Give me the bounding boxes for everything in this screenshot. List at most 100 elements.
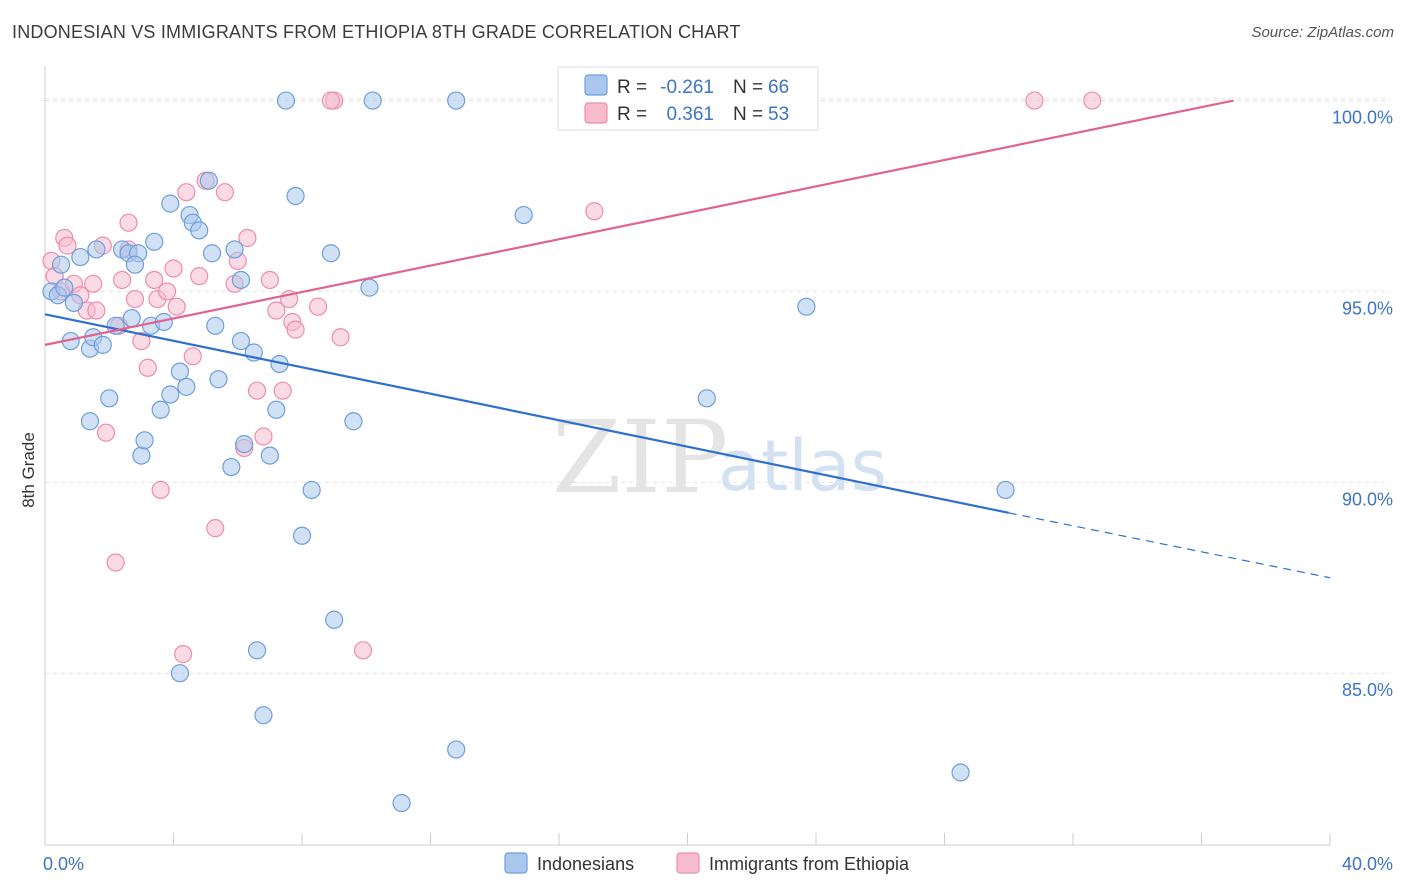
legend: R = -0.261 N = 66 R = 0.361 N = 53 [557, 66, 819, 131]
ethiopia-point-19 [145, 270, 164, 290]
ethiopia-point-35 [238, 228, 257, 248]
ethiopia-point-44 [308, 297, 328, 316]
indonesians-point-61 [247, 641, 267, 660]
ethiopia-point-49 [1025, 91, 1044, 110]
watermark-atlas: atlas [718, 425, 887, 507]
indonesians-point-36 [231, 331, 251, 351]
ethiopia-point-12 [106, 553, 125, 572]
legend-r-label-1: R = [617, 104, 647, 125]
indonesians-point-57 [996, 480, 1015, 500]
y-tick-labels: 85.0% 90.0% 95.0% 100.0% [1332, 108, 1393, 701]
indonesians-point-59 [447, 91, 466, 110]
indonesians-point-64 [125, 255, 145, 274]
chart-title: INDONESIAN VS IMMIGRANTS FROM ETHIOPIA 8… [12, 22, 741, 42]
x-tick-max: 40.0% [1342, 854, 1393, 874]
indonesians-point-17 [132, 446, 151, 465]
bottom-legend-swatch-indonesians [504, 852, 528, 874]
bottom-legend-label-indonesians: Indonesians [537, 854, 634, 874]
gridlines [45, 98, 1390, 674]
indonesians-point-47 [321, 244, 341, 263]
indonesians-point-63 [80, 412, 100, 431]
ethiopia-point-16 [125, 289, 145, 309]
indonesians-point-49 [344, 412, 363, 431]
indonesians-point-40 [260, 446, 279, 465]
ethiopia-point-43 [286, 320, 305, 339]
indonesians-point-46 [302, 480, 321, 500]
indonesians-point-35 [231, 270, 251, 290]
ethiopia-point-22 [157, 282, 177, 301]
ethiopia-point-24 [167, 297, 186, 316]
indonesians-point-9 [87, 240, 106, 259]
ethiopia-point-27 [183, 347, 202, 366]
indonesians-point-33 [209, 370, 228, 389]
watermark: ZIP atlas [552, 399, 887, 516]
legend-r-label-0: R = [617, 77, 647, 98]
indonesians-point-11 [100, 389, 119, 408]
x-tick-min: 0.0% [43, 854, 84, 874]
y-tick-95: 95.0% [1342, 298, 1393, 318]
ethiopia-point-17 [132, 331, 151, 351]
indonesians-point-41 [267, 400, 286, 419]
indonesians-point-37 [235, 435, 254, 454]
legend-n-label-1: N = [733, 104, 763, 125]
indonesians-point-31 [202, 244, 222, 263]
ethiopia-point-40 [273, 381, 292, 400]
indonesians-point-56 [951, 763, 970, 782]
indonesians-point-48 [325, 610, 344, 629]
indonesians-point-15 [122, 309, 141, 328]
ethiopia-point-4 [58, 236, 77, 255]
trend-line-indonesians [44, 313, 1009, 514]
ethiopia-point-23 [164, 259, 183, 278]
indonesians-point-45 [292, 526, 312, 545]
indonesians-point-23 [161, 385, 180, 404]
ethiopia-point-37 [254, 427, 273, 446]
indonesians-point-58 [363, 91, 382, 110]
ethiopia-point-15 [119, 213, 138, 232]
indonesians-point-39 [254, 706, 273, 725]
indonesians-point-30 [199, 171, 218, 190]
indonesians-point-25 [170, 362, 190, 381]
indonesians-point-55 [797, 297, 816, 316]
ethiopia-point-51 [321, 91, 341, 110]
ethiopia-point-30 [206, 519, 225, 538]
indonesians-point-20 [145, 232, 164, 251]
legend-swatch-ethiopia [584, 102, 608, 124]
ethiopia-point-46 [331, 328, 350, 347]
ethiopia-point-9 [87, 301, 106, 320]
indonesians-point-21 [151, 400, 170, 419]
indonesians-point-18 [135, 431, 154, 450]
x-tick-labels: 0.0% 40.0% [43, 854, 1393, 874]
y-axis-label: 8th Grade [19, 432, 38, 508]
legend-r-value-1: 0.361 [666, 104, 714, 125]
indonesians-point-1 [51, 255, 71, 274]
indonesians-point-26 [177, 377, 196, 396]
ethiopia-point-39 [267, 301, 286, 320]
indonesians-point-43 [276, 91, 296, 110]
legend-n-value-1: 53 [768, 104, 789, 125]
y-tick-100: 100.0% [1332, 108, 1393, 128]
ethiopia-point-36 [247, 381, 267, 400]
bottom-legend: Indonesians Immigrants from Ethiopia [504, 852, 910, 874]
axes [44, 66, 1331, 846]
ethiopia-point-25 [174, 645, 193, 664]
ethiopia-point-38 [260, 270, 279, 290]
trend-line-ethiopia [44, 99, 1234, 346]
watermark-zip: ZIP [552, 399, 728, 516]
trend-line-indonesians-extension [1008, 512, 1331, 579]
indonesians-point-53 [514, 205, 533, 225]
indonesians-point-44 [286, 186, 305, 206]
ethiopia-point-48 [585, 202, 604, 221]
indonesians-point-29 [190, 221, 209, 240]
indonesians-point-54 [697, 389, 716, 408]
legend-r-value-0: -0.261 [660, 77, 714, 98]
indonesians-point-32 [206, 316, 225, 335]
indonesians-point-24 [161, 194, 180, 213]
indonesians-point-51 [392, 793, 411, 813]
bottom-legend-label-ethiopia: Immigrants from Ethiopia [709, 854, 910, 874]
chart-source: Source: ZipAtlas.com [1251, 24, 1394, 41]
indonesians-point-3 [55, 278, 74, 297]
ethiopia-point-14 [112, 270, 132, 290]
ethiopia-point-21 [151, 480, 170, 500]
indonesians-point-52 [447, 740, 466, 759]
indonesians-point-65 [225, 240, 244, 259]
